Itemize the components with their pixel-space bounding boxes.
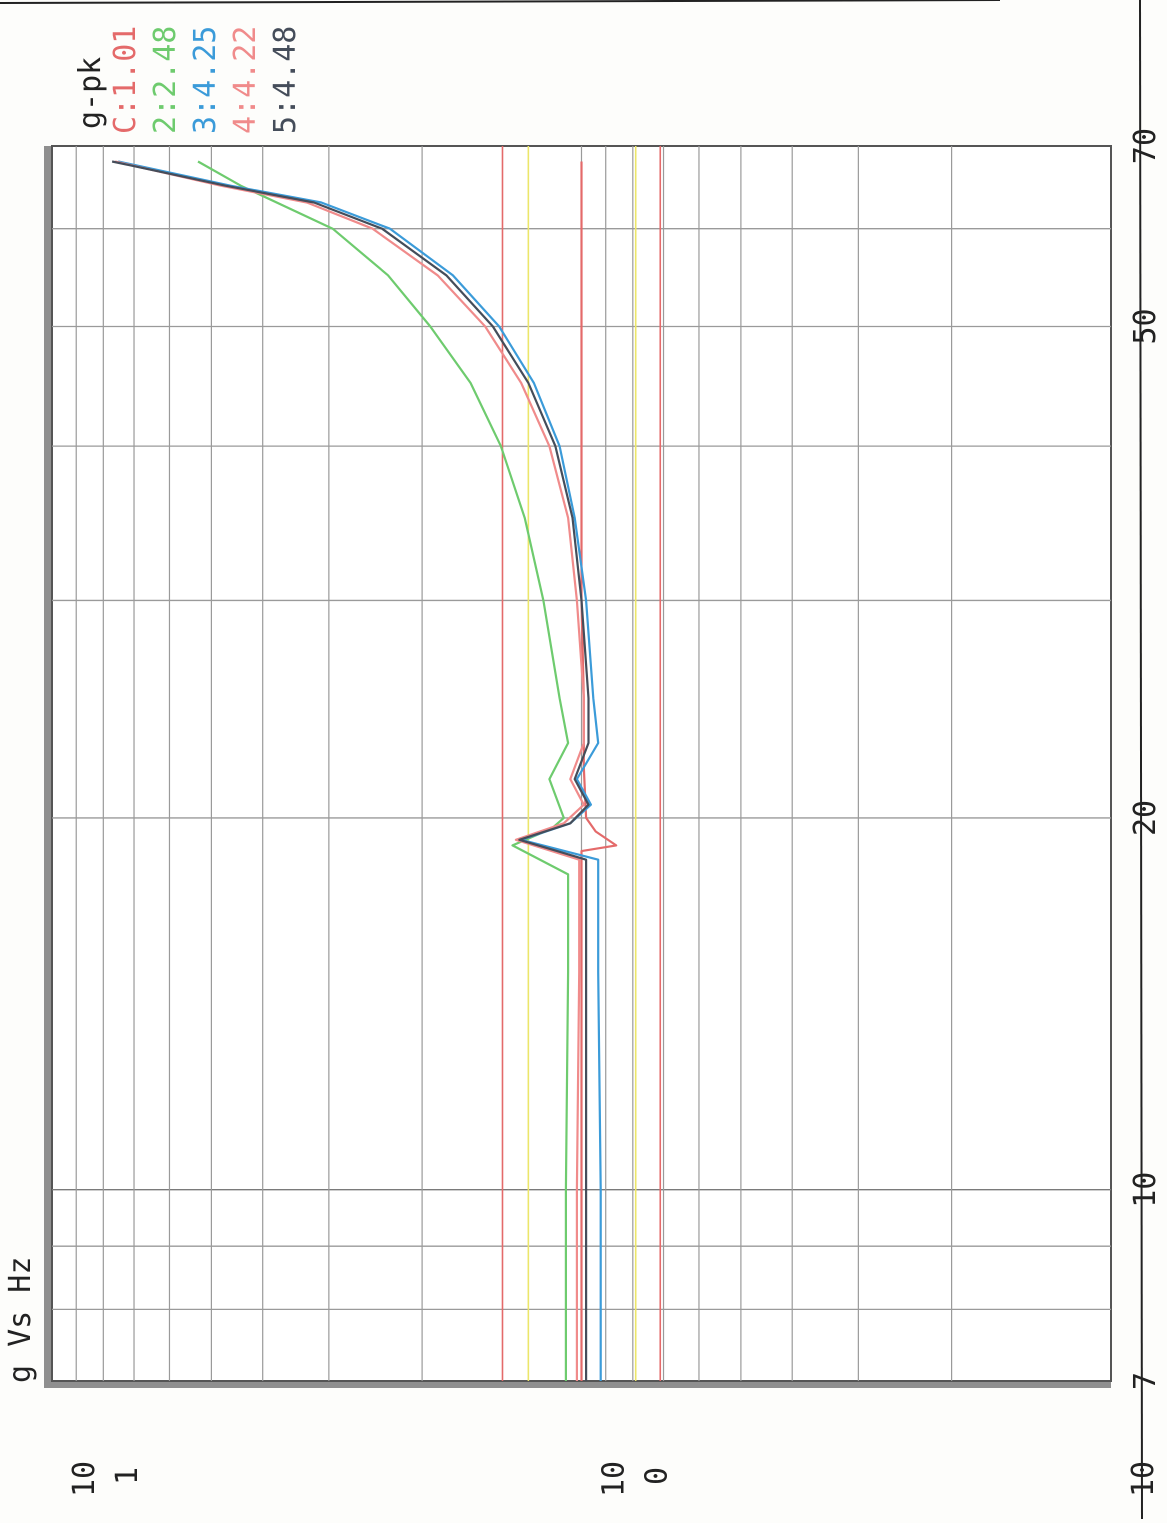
y-tick-base: 10 [67, 1461, 102, 1497]
x-tick-label: 70 [1128, 128, 1163, 164]
legend-entry: 4:4.22 [228, 26, 263, 134]
series-line [117, 160, 602, 1381]
y-tick-label: 10 1 [67, 1461, 145, 1497]
scan-border-top [0, 0, 1001, 4]
y-tick-base: 10 [1126, 1461, 1161, 1497]
y-tick-exponent: 1 [110, 1467, 145, 1485]
series-line [111, 160, 590, 1381]
scan-border-right [1139, 0, 1143, 1520]
chart-title: g Vs Hz [3, 1257, 38, 1383]
y-tick-label: 10-1 [1126, 1461, 1161, 1497]
x-tick-label: 7 [1128, 1372, 1163, 1390]
legend: g-pk C:1.01 2:2.48 3:4.25 4:4.22 5:4.48 [73, 26, 303, 134]
series-line [197, 160, 570, 1381]
y-tick-label: 10 0 [597, 1461, 675, 1497]
legend-entry: 2:2.48 [148, 26, 183, 134]
legend-entry: C:1.01 [108, 26, 143, 134]
legend-entry: 5:4.48 [268, 26, 303, 134]
legend-title: g-pk [73, 57, 108, 129]
y-tick-base: 10 [597, 1461, 632, 1497]
series-line [114, 160, 585, 1381]
legend-entry: 3:4.25 [188, 26, 223, 134]
x-tick-label: 20 [1128, 800, 1163, 836]
x-tick-label: 10 [1128, 1172, 1163, 1208]
x-tick-label: 50 [1128, 308, 1163, 344]
y-tick-exponent: 0 [640, 1467, 675, 1485]
